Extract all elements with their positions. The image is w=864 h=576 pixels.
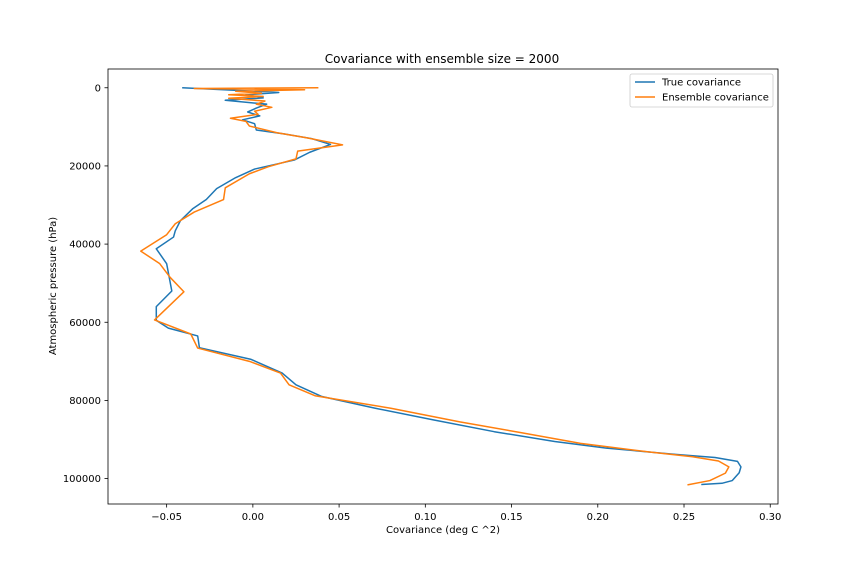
x-tick-label: 0.05: [328, 512, 350, 523]
x-tick-label: 0.30: [759, 512, 781, 523]
y-tick-label: 60000: [69, 318, 101, 329]
y-tick-label: 100000: [63, 474, 101, 485]
y-tick-label: 0: [95, 83, 101, 94]
y-tick-label: 40000: [69, 240, 101, 251]
series-line-2: [140, 87, 730, 486]
series-line-1: [155, 87, 742, 486]
legend-label: Ensemble covariance: [662, 93, 769, 104]
y-tick-label: 20000: [69, 161, 101, 172]
x-axis: −0.05 0.00 0.05 0.10 0.15 0.20 0.25 0.30: [151, 504, 781, 523]
x-tick-label: 0.00: [242, 512, 264, 523]
series-layer: [140, 87, 742, 486]
legend-label: True covariance: [661, 78, 741, 89]
y-tick-label: 80000: [69, 396, 101, 407]
legend: True covariance Ensemble covariance: [629, 73, 774, 108]
x-tick-label: 0.25: [673, 512, 695, 523]
x-tick-label: 0.15: [500, 512, 522, 523]
x-axis-label: Covariance (deg C ^2): [386, 525, 500, 536]
x-tick-label: 0.10: [414, 512, 436, 523]
x-tick-label: −0.05: [151, 512, 182, 523]
legend-box: [629, 73, 774, 108]
chart-title: Covariance with ensemble size = 2000: [325, 52, 559, 66]
x-tick-label: 0.20: [587, 512, 609, 523]
plot-area-frame: [107, 68, 779, 505]
y-axis-label: Atmospheric pressure (hPa): [48, 217, 59, 355]
y-axis: 0 20000 40000 60000 80000 100000: [63, 83, 108, 485]
